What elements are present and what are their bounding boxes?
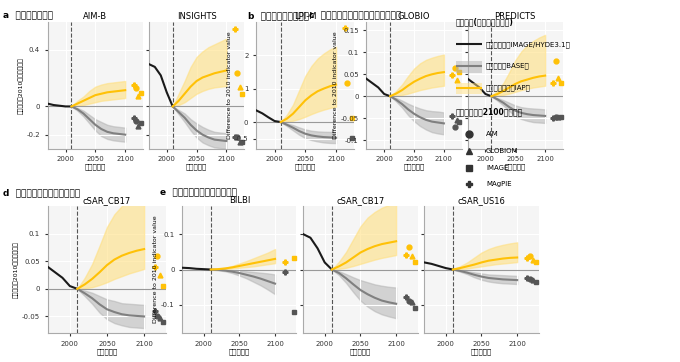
Y-axis label: Difference to 2010 indicator value: Difference to 2010 indicator value bbox=[333, 31, 338, 139]
Title: BILBI: BILBI bbox=[228, 196, 250, 205]
Text: MAgPIE: MAgPIE bbox=[486, 181, 511, 187]
FancyBboxPatch shape bbox=[456, 83, 481, 94]
Text: 統合モデル別2100年予測値: 統合モデル別2100年予測値 bbox=[456, 108, 523, 117]
Title: LPI-M: LPI-M bbox=[294, 12, 317, 21]
X-axis label: 西暦（年）: 西暦（年） bbox=[350, 348, 371, 355]
Text: AIM: AIM bbox=[486, 131, 499, 137]
X-axis label: 西暦（年）: 西暦（年） bbox=[403, 164, 425, 171]
X-axis label: 西暦（年）: 西暦（年） bbox=[505, 164, 526, 171]
Text: c  局所スケールでの種組成の原生性: c 局所スケールでの種組成の原生性 bbox=[309, 11, 402, 20]
Text: e  世界規模での生物種の絶滅: e 世界規模での生物種の絶滅 bbox=[160, 188, 237, 197]
Text: 社会変革実施（IAP）: 社会変革実施（IAP） bbox=[486, 84, 531, 91]
Text: b  野生動物の生息密度: b 野生動物の生息密度 bbox=[248, 11, 309, 20]
Text: 成り行き（BASE）: 成り行き（BASE） bbox=[486, 63, 530, 70]
Title: INSIGHTS: INSIGHTS bbox=[177, 12, 216, 21]
Text: シナリオ(平均値＋予測幅): シナリオ(平均値＋予測幅) bbox=[456, 18, 513, 27]
X-axis label: 西暦（年）: 西暦（年） bbox=[186, 164, 207, 171]
Title: PREDICTS: PREDICTS bbox=[494, 12, 536, 21]
FancyBboxPatch shape bbox=[456, 61, 481, 73]
Text: d  地域規模での生物種の絶滅: d 地域規模での生物種の絶滅 bbox=[3, 188, 80, 197]
X-axis label: 西暦（年）: 西暦（年） bbox=[97, 348, 118, 355]
Y-axis label: 指標ごとの2010年値との差分: 指標ごとの2010年値との差分 bbox=[14, 241, 19, 298]
Text: GLOBIOM: GLOBIOM bbox=[486, 148, 519, 154]
X-axis label: 西暦（年）: 西暦（年） bbox=[228, 348, 250, 355]
Title: cSAR_CB17: cSAR_CB17 bbox=[83, 196, 131, 205]
Title: AIM-B: AIM-B bbox=[83, 12, 107, 21]
Title: cSAR_US16: cSAR_US16 bbox=[458, 196, 505, 205]
Title: cSAR_CB17: cSAR_CB17 bbox=[337, 196, 384, 205]
X-axis label: 西暦（年）: 西暦（年） bbox=[471, 348, 492, 355]
Y-axis label: 指標ごとの2010年値との差分: 指標ごとの2010年値との差分 bbox=[18, 57, 24, 114]
X-axis label: 西暦（年）: 西暦（年） bbox=[294, 164, 316, 171]
Y-axis label: Difference to 2010 indicator value: Difference to 2010 indicator value bbox=[227, 31, 232, 139]
X-axis label: 西暦（年）: 西暦（年） bbox=[85, 164, 106, 171]
Text: 過去の変化（IMAGE/HYDE3.1）: 過去の変化（IMAGE/HYDE3.1） bbox=[486, 41, 571, 48]
Text: IMAGE: IMAGE bbox=[486, 165, 509, 171]
Title: GLOBIO: GLOBIO bbox=[398, 12, 430, 21]
Text: a  生息地の広がり: a 生息地の広がり bbox=[3, 11, 54, 20]
Y-axis label: Difference to 2010 indicator value: Difference to 2010 indicator value bbox=[153, 216, 158, 323]
